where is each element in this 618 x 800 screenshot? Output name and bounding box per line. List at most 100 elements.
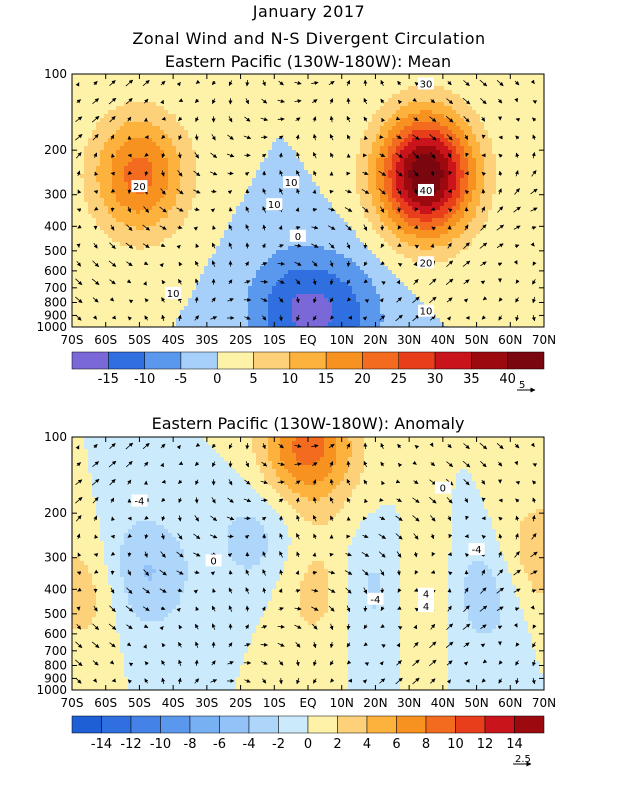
colorbar-label: 15 (318, 372, 335, 387)
x-tick-label: 50S (128, 696, 151, 710)
colorbar-label: 30 (427, 372, 444, 387)
x-tick-label: 40N (431, 696, 455, 710)
colorbar-swatch (434, 351, 472, 370)
colorbar-swatch (471, 351, 508, 370)
colorbar-label: -6 (213, 737, 226, 752)
x-tick-label: 70S (61, 333, 84, 347)
x-tick-label: EQ (299, 696, 316, 710)
panel-title: Eastern Pacific (130W-180W): Anomaly (152, 414, 465, 433)
contour-label: 10 (268, 200, 281, 211)
contour-label: 20 (420, 258, 433, 269)
contour-label-box (418, 256, 434, 269)
colorbar-label: 2 (333, 737, 341, 752)
colorbar-label: -15 (98, 372, 119, 387)
shaded-field (72, 437, 544, 690)
y-tick-label: 500 (44, 607, 67, 621)
x-tick-label: 30N (397, 696, 421, 710)
contour-label: 0 (295, 232, 301, 243)
y-tick-label: 300 (44, 551, 67, 565)
contour-label-box (289, 229, 306, 242)
contour-label-box (468, 543, 485, 556)
x-tick-label: 10N (330, 333, 354, 347)
colorbar-swatch (484, 715, 515, 734)
reference-vector-label: 2.5 (515, 754, 531, 765)
y-tick-label: 1000 (36, 683, 67, 697)
y-tick-label: 700 (44, 281, 67, 295)
x-tick-label: 30S (195, 333, 218, 347)
colorbar-label: 25 (390, 372, 407, 387)
colorbar-label: -10 (150, 737, 171, 752)
x-tick-label: 30S (195, 696, 218, 710)
reference-vector-label: 5 (519, 380, 525, 391)
x-tick-label: 70N (532, 333, 556, 347)
x-tick-label: 30N (397, 333, 421, 347)
y-tick-label: 700 (44, 644, 67, 658)
x-tick-label: 10S (263, 696, 286, 710)
colorbar-label: 10 (447, 737, 464, 752)
colorbar-swatch (278, 715, 309, 734)
contour-label-box (434, 481, 451, 494)
y-tick-label: 800 (44, 658, 67, 672)
colorbar-swatch (180, 351, 218, 370)
anomaly-panel: Eastern Pacific (130W-180W): Anomaly 70S 6… (36, 414, 556, 767)
colorbar-label: -8 (184, 737, 197, 752)
x-tick-label: 60S (94, 696, 117, 710)
panel-title: Eastern Pacific (130W-180W): Mean (165, 52, 451, 71)
contour-label-box (367, 592, 384, 605)
wind-vectors (75, 79, 538, 322)
colorbar-label: -10 (134, 372, 155, 387)
colorbar-label: -5 (174, 372, 187, 387)
contour-label: 30 (420, 79, 433, 90)
contour-label-box (165, 286, 182, 299)
y-tick-label: 900 (44, 308, 67, 322)
contour-label-box (418, 77, 434, 90)
x-tick-label: 60N (498, 333, 522, 347)
colorbar-swatch (101, 715, 132, 734)
contour-label: 20 (133, 182, 146, 193)
contour-label-box (283, 176, 300, 189)
colorbar-swatch (398, 351, 436, 370)
colorbar-swatch (455, 715, 486, 734)
contour-label: 0 (210, 556, 216, 567)
y-tick-label: 600 (44, 627, 67, 641)
x-tick-label: 40N (431, 333, 455, 347)
x-tick-label: 40S (162, 333, 185, 347)
colorbar-label: 0 (304, 737, 312, 752)
colorbar-swatch (219, 715, 250, 734)
contour-label-box (418, 587, 434, 600)
colorbar-swatch (216, 351, 254, 370)
y-tick-label: 500 (44, 244, 67, 258)
colorbar-label: 6 (392, 737, 400, 752)
contour-label: 4 (423, 590, 429, 601)
colorbar-swatch (189, 715, 220, 734)
x-tick-label: 20S (229, 333, 252, 347)
colorbar-label: 14 (506, 737, 523, 752)
colorbar-label: 12 (477, 737, 494, 752)
shaded-field (72, 74, 544, 327)
colorbar-swatch (337, 715, 368, 734)
contour-label-box (418, 304, 434, 317)
x-tick-label: 50N (464, 333, 488, 347)
colorbar-label: -14 (91, 737, 112, 752)
colorbar-swatch (396, 715, 427, 734)
y-tick-label: 300 (44, 188, 67, 202)
contour-label: 40 (420, 186, 433, 197)
colorbar-swatch (425, 715, 456, 734)
x-tick-label: 50N (464, 696, 488, 710)
y-tick-label: 600 (44, 264, 67, 278)
colorbar-swatch (507, 351, 545, 370)
contour-label-box (418, 600, 434, 613)
x-tick-label: 10S (263, 333, 286, 347)
contour-label: 10 (420, 307, 433, 318)
wind-vectors (75, 442, 538, 685)
y-tick-label: 400 (44, 219, 67, 233)
colorbar-label: 10 (282, 372, 299, 387)
x-tick-label: 70N (532, 696, 556, 710)
y-tick-label: 100 (44, 430, 67, 444)
colorbar-label: -12 (120, 737, 141, 752)
y-tick-label: 1000 (36, 320, 67, 334)
colorbar-label: 0 (213, 372, 221, 387)
contour-label: -4 (472, 545, 482, 556)
x-tick-label: 70S (61, 696, 84, 710)
